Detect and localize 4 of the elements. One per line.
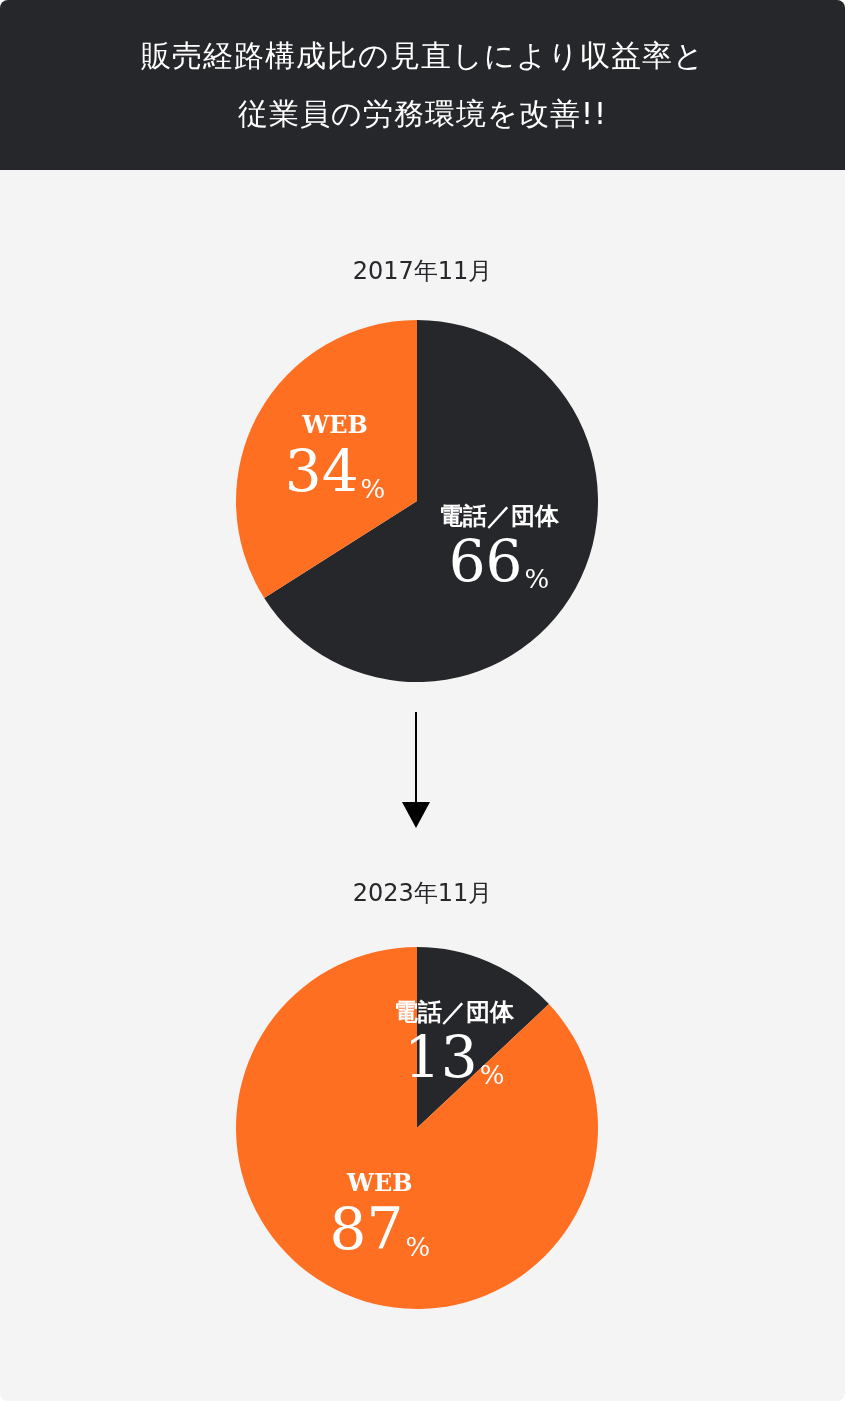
chart-title: 販売経路構成比の見直しにより収益率と従業員の労務環境を改善!!	[139, 37, 706, 133]
chart-title: 2023年11月	[352, 879, 493, 907]
slice-label: 電話／団体	[438, 500, 560, 530]
chart-subtitle: 2017年11月	[352, 257, 493, 285]
